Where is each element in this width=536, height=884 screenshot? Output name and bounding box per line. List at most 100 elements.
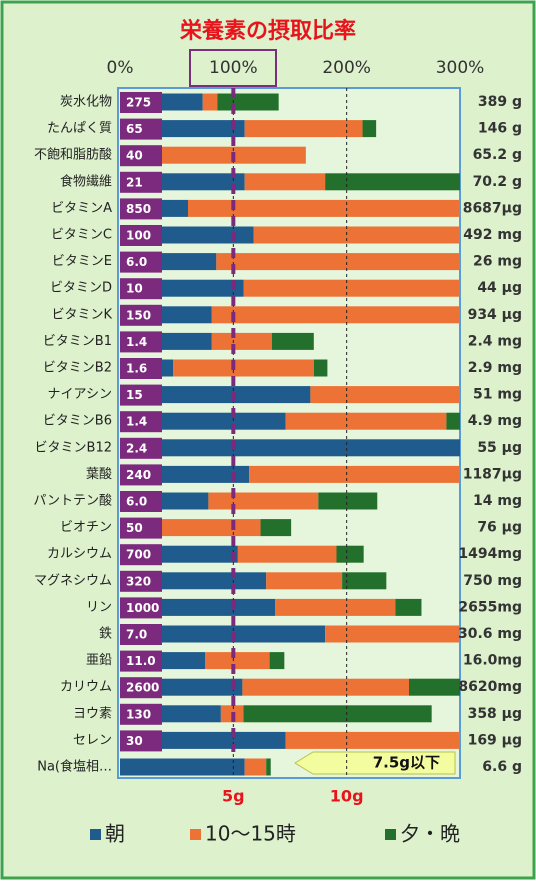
target-box [120,411,162,433]
bar [243,279,460,297]
intake-label: 2.9 mg [468,360,522,376]
target-label: 2.4 [126,441,147,455]
category-label: Na(食塩相… [37,759,112,775]
category-label: 炭水化物 [60,95,112,110]
target-label: 6.0 [126,495,147,509]
bar [211,306,460,324]
x-tick-label: 100% [209,58,258,78]
bar [216,253,460,271]
target-label: 7.0 [126,628,147,642]
annotation-arrow [294,751,456,775]
intake-label: 14 mg [473,493,522,509]
intake-label: 2.4 mg [468,333,522,349]
target-box [120,304,162,326]
bar [211,332,272,350]
intake-label: 2655mg [458,599,522,615]
target-box [120,703,162,725]
bar [285,412,447,430]
intake-label: 30.6 mg [458,626,522,642]
legend-swatch [90,829,101,840]
bar [260,519,292,537]
sodium-tick-label: 10g [330,787,364,806]
target-label: 30 [126,734,143,748]
intake-label: 44 μg [477,280,522,296]
bar [244,173,326,191]
category-label: ビタミンK [51,307,112,322]
target-box [120,171,162,193]
intake-label: 6.6 g [482,759,522,775]
bar [120,758,245,776]
intake-label: 169 μg [468,732,522,748]
category-label: カルシウム [47,547,112,562]
bar [173,359,314,377]
target-label: 1.6 [126,362,147,376]
intake-label: 1187μg [463,466,522,482]
target-box [120,650,162,672]
bar [318,492,378,510]
bar [253,226,460,244]
target-box [120,118,162,140]
target-label: 65 [126,122,143,136]
intake-label: 934 μg [468,307,522,323]
category-label: ビタミンB1 [43,334,112,349]
category-label: リン [86,600,112,615]
x-tick-label: 0% [107,58,134,78]
category-label: パントテン酸 [33,494,112,509]
bar [237,545,337,563]
sodium-tick-label: 5g [222,787,245,806]
target-label: 700 [126,548,151,562]
target-box [120,437,162,459]
bar [244,758,267,776]
target-box [120,358,162,379]
target-box [120,384,162,406]
target-label: 10 [126,282,143,296]
bar [325,625,460,643]
legend-label: 朝 [105,822,125,846]
category-label: ビタミンB12 [35,440,112,455]
category-label: 葉酸 [86,467,112,482]
x-tick-label: 200% [322,58,371,78]
bar [242,678,409,696]
bar [120,386,311,404]
category-label: たんぱく質 [47,121,112,136]
bar [266,758,271,776]
target-label: 130 [126,707,151,721]
bar [249,465,460,483]
x-tick-label: 300% [436,58,485,78]
bar [336,545,364,563]
target-label: 320 [126,574,151,588]
intake-label: 16.0mg [463,653,522,669]
annotation: 7.5g以下 [373,754,440,772]
target-label: 40 [126,149,143,163]
intake-label: 55 μg [477,440,522,456]
target-label: 15 [126,388,143,402]
category-label: 亜鉛 [86,653,112,668]
intake-label: 4.9 mg [468,413,522,429]
category-label: ビタミンE [52,254,112,269]
intake-label: 8620mg [458,679,522,695]
intake-label: 750 mg [463,573,522,589]
target-label: 1.4 [126,335,147,349]
legend-label: 10〜15時 [205,822,296,846]
category-label: ビタミンC [51,228,112,243]
bar [446,412,460,430]
bar [217,93,279,111]
bar [188,199,460,217]
target-box [120,225,162,246]
target-box [120,464,162,486]
target-label: 50 [126,521,143,535]
target-label: 150 [126,308,151,322]
target-label: 240 [126,468,151,482]
legend-swatch [190,829,201,840]
target-label: 1000 [126,601,159,615]
category-label: カリウム [60,680,112,695]
target-label: 2600 [126,681,159,695]
legend-swatch [385,829,396,840]
target-label: 850 [126,202,151,216]
intake-label: 1494mg [458,546,522,562]
intake-label: 65.2 g [473,147,522,163]
bar [271,332,314,350]
target-label: 100 [126,229,151,243]
category-label: マグネシウム [34,573,112,588]
